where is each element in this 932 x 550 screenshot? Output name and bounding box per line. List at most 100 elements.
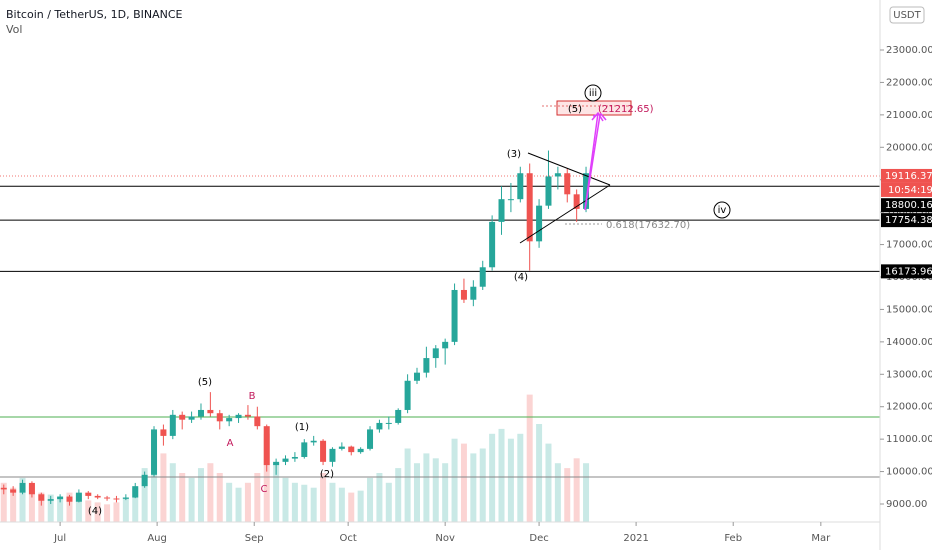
candle-body: [10, 489, 17, 493]
candle-body: [66, 496, 73, 502]
drawings: [519, 84, 731, 244]
x-tick-label: Sep: [245, 533, 264, 544]
candle-body: [470, 286, 477, 300]
currency-box: [889, 6, 925, 24]
volume-bar: [442, 463, 449, 522]
candle-body: [235, 414, 242, 419]
volume-bar: [160, 453, 167, 522]
volume-bar: [75, 494, 82, 522]
candle-body: [498, 199, 505, 222]
candle-body: [160, 429, 167, 436]
wave-label: C: [261, 484, 268, 495]
candle-body: [263, 426, 270, 466]
volume-bar: [329, 482, 336, 522]
volume-bar: [254, 473, 261, 522]
x-tick-label: Oct: [340, 533, 357, 544]
candle-body: [451, 289, 458, 342]
countdown: 10:54:19: [888, 185, 932, 196]
volume-bar: [197, 468, 204, 522]
candle-body: [479, 267, 486, 287]
volume-bar: [348, 492, 355, 522]
y-tick-label: 21000.00: [886, 110, 932, 121]
y-tick-label: 11000.00: [886, 434, 932, 445]
candle-body: [291, 456, 298, 459]
candle-body: [423, 358, 430, 373]
volume-bar: [432, 458, 439, 522]
candle-body: [310, 440, 317, 443]
wave-label: iv: [718, 205, 727, 216]
y-tick-label: 14000.00: [886, 337, 932, 348]
candle-body: [94, 495, 101, 498]
candle-body: [19, 482, 26, 493]
triangle-line: [527, 152, 611, 186]
candle-body: [169, 414, 176, 436]
volume-bar: [47, 494, 54, 522]
volume-bar: [244, 482, 251, 522]
volume-bar: [122, 497, 129, 522]
volume-bar: [169, 463, 176, 522]
candle-body: [38, 494, 45, 501]
wave-label: (5): [568, 104, 582, 115]
volume-bar: [367, 477, 374, 522]
chart-title: Bitcoin / TetherUS, 1D, BINANCE: [6, 8, 183, 21]
candle-body: [320, 440, 327, 462]
volume-bar: [470, 453, 477, 522]
volume-bar: [404, 448, 411, 522]
level-label-box: [881, 168, 932, 183]
candle-body: [554, 173, 561, 177]
candle-body: [460, 289, 467, 300]
candle-body: [28, 482, 35, 495]
volume-bar: [564, 468, 571, 522]
fib-label: 0.618(17632.70): [606, 220, 690, 231]
y-tick-label: 23000.00: [886, 45, 932, 56]
annotations: (5) A B C (1) (2) (3) (4) (4) iii iv (5)…: [88, 88, 727, 517]
volume-bar: [395, 468, 402, 522]
volume-bar: [460, 443, 467, 522]
y-tick-label: 15000.00: [886, 304, 932, 315]
volume-bar: [583, 463, 590, 522]
candle-body: [132, 486, 139, 498]
wave-label: B: [249, 391, 256, 402]
y-tick-label: 22000.00: [886, 77, 932, 88]
y-tick-label: 13000.00: [886, 369, 932, 380]
volume-bar: [357, 490, 364, 522]
volume-bar: [498, 428, 505, 522]
x-tick-label: Jul: [53, 533, 66, 544]
candle-body: [573, 194, 580, 209]
candle-body: [179, 414, 186, 420]
candle-body: [0, 487, 7, 490]
x-tick-label: 2021: [623, 533, 648, 544]
volume-bar: [94, 502, 101, 522]
y-tick-label: 18000.00: [886, 207, 932, 218]
candle-body: [122, 497, 129, 499]
volume-bar: [141, 468, 148, 522]
volume-bar: [291, 482, 298, 522]
volume-bar: [273, 463, 280, 522]
volume-bar: [28, 484, 35, 522]
candle-body: [113, 498, 120, 500]
volume-bar: [235, 487, 242, 522]
candle-body: [329, 448, 336, 462]
wave-label: (3): [507, 149, 521, 160]
candle-body: [545, 176, 552, 206]
x-tick-label: Feb: [724, 533, 742, 544]
candle-body: [273, 461, 280, 466]
wave-label: (1): [295, 422, 309, 433]
volume-bar: [57, 497, 64, 522]
volume-bar: [0, 482, 7, 522]
axis-layer: 9000.00 10000.00 11000.00 12000.00 13000.00 1…: [53, 45, 932, 544]
volume-bar: [104, 504, 111, 522]
x-tick-label: Dec: [529, 533, 548, 544]
level-label: 19116.37: [885, 171, 932, 182]
y-tick-label: 9000.00: [886, 499, 927, 510]
candle-body: [385, 422, 392, 424]
candle-body: [188, 416, 195, 420]
volume-bar: [113, 502, 120, 522]
volume-bar: [207, 463, 214, 522]
candle-body: [85, 492, 92, 496]
candle-body: [141, 474, 148, 487]
level-label: 16173.96: [885, 266, 932, 277]
volume-bar: [489, 433, 496, 522]
volume-bar: [19, 477, 26, 522]
candle-body: [57, 496, 64, 500]
